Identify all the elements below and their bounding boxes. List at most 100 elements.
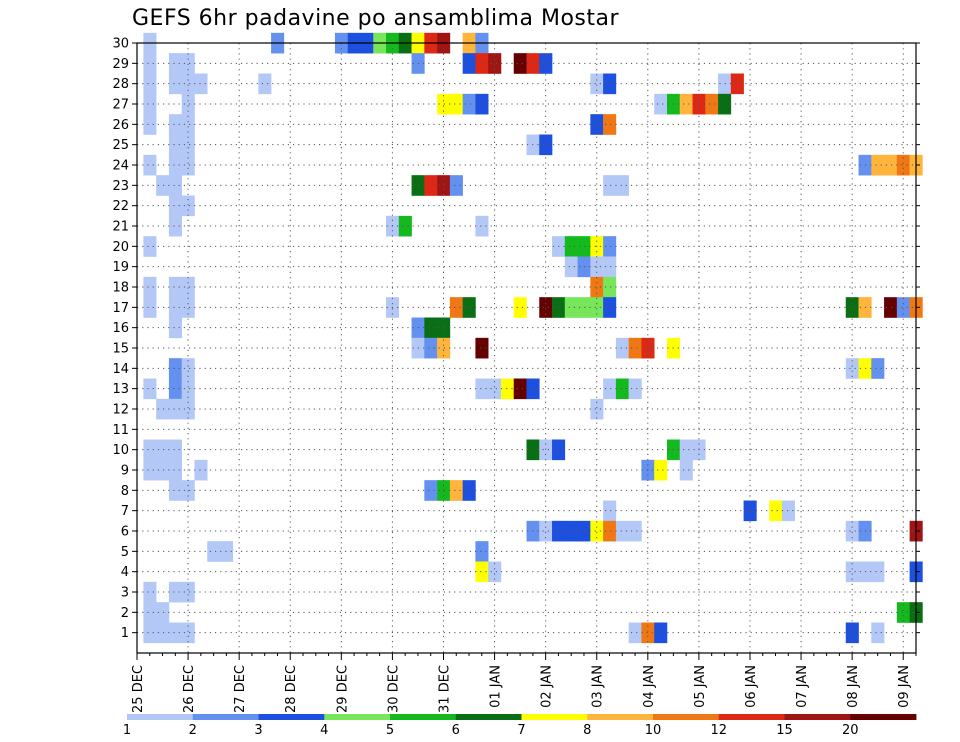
data-cell — [705, 93, 719, 115]
data-cell — [513, 378, 527, 400]
data-cell — [143, 154, 157, 176]
data-cell — [168, 459, 182, 481]
colorbar-label: 4 — [320, 723, 328, 738]
data-cell — [156, 398, 170, 420]
data-cell — [513, 297, 527, 318]
data-cell — [437, 317, 451, 339]
y-tick-label: 24 — [112, 159, 129, 174]
data-cell — [168, 297, 182, 318]
data-cell — [156, 439, 170, 461]
data-cell — [181, 195, 195, 217]
data-cell — [168, 398, 182, 420]
y-tick-label: 25 — [112, 138, 129, 153]
data-cell — [513, 53, 527, 74]
data-cell — [475, 337, 489, 359]
data-cell — [564, 256, 578, 278]
data-cell — [181, 297, 195, 318]
data-cell — [143, 53, 157, 74]
colorbar-label: 12 — [710, 723, 727, 738]
data-cell — [168, 480, 182, 501]
data-cell — [143, 73, 157, 95]
data-cell — [437, 93, 451, 115]
data-cell — [539, 520, 553, 542]
y-tick-label: 12 — [112, 403, 129, 418]
data-cell — [539, 134, 553, 156]
colorbar-label: 6 — [452, 723, 460, 738]
y-tick-label: 27 — [112, 98, 129, 113]
data-cell — [475, 561, 489, 583]
data-cell — [654, 459, 668, 481]
data-cell — [181, 73, 195, 95]
data-cell — [424, 175, 438, 196]
data-cell — [564, 520, 578, 542]
data-cell — [590, 114, 604, 135]
x-tick-label: 09 JAN — [897, 665, 912, 708]
x-tick-label: 01 JAN — [489, 665, 504, 708]
data-cell — [143, 581, 157, 603]
y-tick-label: 28 — [112, 77, 129, 92]
y-tick-label: 11 — [112, 423, 129, 438]
colorbar-swatch — [850, 714, 917, 720]
data-cell — [424, 480, 438, 501]
data-cell — [156, 622, 170, 644]
data-cell — [603, 378, 617, 400]
data-cell — [168, 195, 182, 217]
data-cell — [718, 93, 732, 115]
x-tick-label: 03 JAN — [591, 665, 606, 708]
colorbar-label: 20 — [842, 723, 859, 738]
data-cell — [564, 297, 578, 318]
chart-title: GEFS 6hr padavine po ansamblima Mostar — [132, 6, 620, 31]
data-cell — [168, 276, 182, 298]
x-tick-label: 29 DEC — [335, 665, 350, 713]
data-cell — [845, 358, 859, 379]
data-cell — [143, 276, 157, 298]
data-cell — [654, 93, 668, 115]
y-tick-label: 21 — [112, 220, 129, 235]
data-cell — [194, 459, 208, 481]
x-tick-label: 06 JAN — [744, 665, 759, 708]
data-cell — [168, 439, 182, 461]
data-cell — [143, 236, 157, 257]
data-cell — [449, 297, 463, 318]
data-cell — [181, 581, 195, 603]
data-cell — [628, 337, 642, 359]
data-cell — [398, 215, 412, 237]
data-cell — [168, 134, 182, 156]
data-cell — [181, 53, 195, 74]
data-cell — [603, 114, 617, 135]
colorbar-swatch — [324, 714, 391, 720]
data-cell — [181, 276, 195, 298]
data-cell — [590, 276, 604, 298]
data-cell — [628, 622, 642, 644]
y-tick-label: 19 — [112, 260, 129, 275]
data-cell — [577, 520, 591, 542]
y-tick-label: 13 — [112, 382, 129, 397]
data-cell — [718, 73, 732, 95]
data-cell — [143, 602, 157, 623]
data-cell — [449, 93, 463, 115]
data-cell — [577, 236, 591, 257]
data-cell — [615, 175, 629, 196]
data-cell — [845, 622, 859, 644]
data-cell — [475, 215, 489, 237]
y-tick-label: 6 — [121, 525, 129, 540]
y-tick-label: 16 — [112, 321, 129, 336]
data-cell — [615, 520, 629, 542]
colorbar-label: 15 — [776, 723, 793, 738]
data-cell — [181, 358, 195, 379]
data-cell — [871, 561, 885, 583]
y-tick-label: 7 — [121, 504, 129, 519]
data-cell — [143, 439, 157, 461]
data-cell — [168, 114, 182, 135]
data-cell — [181, 114, 195, 135]
y-tick-label: 9 — [121, 464, 129, 479]
data-cell — [539, 439, 553, 461]
data-cell — [449, 480, 463, 501]
data-cell — [475, 93, 489, 115]
colorbar-swatch — [258, 714, 325, 720]
y-tick-label: 20 — [112, 240, 129, 255]
x-tick-label: 07 JAN — [795, 665, 810, 708]
data-cell — [845, 520, 859, 542]
x-tick-label: 30 DEC — [386, 665, 401, 713]
y-tick-label: 30 — [112, 37, 129, 52]
